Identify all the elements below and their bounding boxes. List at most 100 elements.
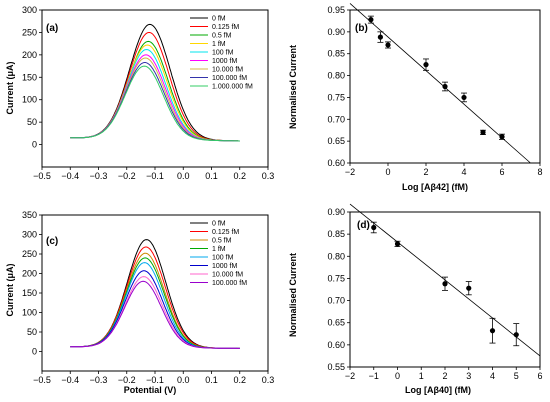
legend-entry: 0 fM: [212, 221, 226, 228]
panel-a-ylabel: Current (μA): [5, 61, 15, 114]
data-point: [394, 241, 401, 247]
x-tick-label: −0.5: [33, 375, 51, 385]
x-tick-label: −0.5: [33, 171, 51, 181]
x-tick-label: 0: [385, 167, 390, 177]
y-tick-label: 0: [32, 140, 37, 150]
y-tick-label: 150: [22, 72, 37, 82]
x-tick-label: −0.2: [118, 375, 136, 385]
x-tick-label: 0.0: [177, 375, 190, 385]
y-tick-label: 0.70: [327, 114, 345, 124]
y-tick-label: 100: [22, 308, 37, 318]
x-tick-label: 4: [490, 371, 495, 381]
legend-entry: 0.5 fM: [212, 238, 232, 245]
panel-b-xlabel: Log [Aβ42] (fM): [402, 182, 468, 192]
x-tick-label: 0.1: [205, 171, 218, 181]
x-tick-label: −0.4: [61, 171, 79, 181]
data-point: [423, 62, 429, 68]
x-tick-label: −0.3: [90, 375, 108, 385]
y-tick-label: 0.60: [327, 158, 345, 168]
x-tick-label: 2: [442, 371, 447, 381]
y-tick-label: 50: [27, 327, 37, 337]
y-tick-label: 0.80: [327, 71, 345, 81]
y-tick-label: 0.75: [327, 92, 345, 102]
x-tick-label: 6: [537, 371, 542, 381]
x-tick-label: 0.2: [233, 171, 246, 181]
panel-b: Normalised Current Log [Aβ42] (fM) (b) −…: [288, 3, 543, 192]
y-tick-label: 300: [22, 5, 37, 15]
panel-c: Current (μA) Potential (V) (c) 0 fM0.125…: [5, 210, 274, 395]
plot-frame: [349, 9, 541, 164]
panel-a: Current (μA) (a) 0 fM0.125 fM 0.5 fM1 fM 1…: [5, 5, 274, 181]
y-tick-label: 0.85: [327, 49, 345, 59]
series-line: [70, 276, 240, 349]
x-tick-label: 6: [499, 167, 504, 177]
legend-entry: 100 fM: [212, 255, 234, 262]
legend-entry: 0.125 fM: [212, 24, 239, 31]
legend-entry: 0.125 fM: [212, 229, 239, 236]
y-tick-label: 0.80: [327, 251, 345, 261]
legend-entry: 0.5 fM: [212, 33, 232, 40]
series-line: [70, 65, 240, 142]
y-tick-label: 0.95: [327, 5, 345, 15]
x-tick-label: −2: [345, 371, 355, 381]
x-tick-label: −0.2: [118, 171, 136, 181]
legend-entry: 1000 fM: [212, 58, 237, 65]
y-tick-label: 0.90: [327, 27, 345, 37]
y-tick-label: 0.65: [327, 318, 345, 328]
data-point: [377, 34, 383, 40]
data-point: [466, 285, 472, 291]
y-tick-label: 0.75: [327, 273, 345, 283]
x-tick-label: 0.2: [233, 375, 246, 385]
y-tick-label: 300: [22, 230, 37, 240]
x-tick-label: −0.1: [146, 171, 164, 181]
x-tick-label: −0.1: [146, 375, 164, 385]
x-tick-label: 4: [461, 167, 466, 177]
x-tick-label: 0.0: [177, 171, 190, 181]
y-tick-label: 50: [27, 117, 37, 127]
y-tick-label: 0.60: [327, 340, 345, 350]
panel-c-ylabel: Current (μA): [5, 263, 15, 316]
data-point: [499, 134, 505, 140]
panel-d-ylabel: Normalised Current: [288, 253, 298, 337]
panel-c-xlabel: Potential (V): [124, 385, 177, 395]
panel-d-xlabel: Log [Aβ40] (fM): [405, 385, 471, 395]
y-tick-label: 0: [32, 347, 37, 357]
y-tick-label: 0.55: [327, 362, 345, 372]
x-tick-label: 1: [419, 371, 424, 381]
panel-d: Normalised Current Log [Aβ40] (fM) (d) −…: [288, 203, 543, 395]
legend-entry: 100.000 fM: [212, 280, 247, 287]
y-tick-label: 100: [22, 95, 37, 105]
x-tick-label: 0: [395, 371, 400, 381]
legend-entry: 0 fM: [212, 16, 226, 23]
data-point: [368, 17, 374, 23]
y-tick-label: 200: [22, 50, 37, 60]
legend-entry: 1000 fM: [212, 263, 237, 270]
y-tick-label: 0.85: [327, 229, 345, 239]
y-tick-label: 150: [22, 288, 37, 298]
y-tick-label: 250: [22, 27, 37, 37]
y-tick-label: 350: [22, 210, 37, 220]
y-tick-label: 0.70: [327, 296, 345, 306]
panel-a-label: (a): [46, 23, 58, 34]
data-point: [442, 281, 448, 287]
x-tick-label: −2: [345, 167, 355, 177]
x-tick-label: −1: [369, 371, 379, 381]
data-point: [442, 83, 448, 90]
x-tick-label: 0.1: [205, 375, 218, 385]
x-tick-label: 0.3: [262, 375, 275, 385]
x-tick-label: 2: [423, 167, 428, 177]
data-point: [461, 94, 467, 101]
x-tick-label: 5: [514, 371, 519, 381]
y-tick-label: 200: [22, 269, 37, 279]
data-point: [385, 42, 391, 48]
legend-entry: 100 fM: [212, 50, 234, 57]
y-tick-label: 0.90: [327, 207, 345, 217]
x-tick-label: −0.4: [61, 375, 79, 385]
legend-entry: 1 fM: [212, 246, 226, 253]
data-point: [513, 332, 519, 338]
y-tick-label: 250: [22, 249, 37, 259]
